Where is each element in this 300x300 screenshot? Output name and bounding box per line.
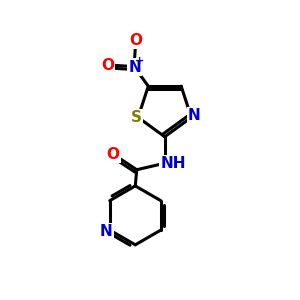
Text: N: N (188, 108, 201, 123)
Text: O: O (107, 147, 120, 162)
Text: N: N (128, 60, 141, 75)
Text: NH: NH (160, 156, 186, 171)
Text: S: S (131, 110, 142, 125)
Text: O: O (101, 58, 114, 73)
Text: O: O (129, 33, 142, 48)
Text: +: + (135, 56, 144, 66)
Text: N: N (100, 224, 112, 239)
